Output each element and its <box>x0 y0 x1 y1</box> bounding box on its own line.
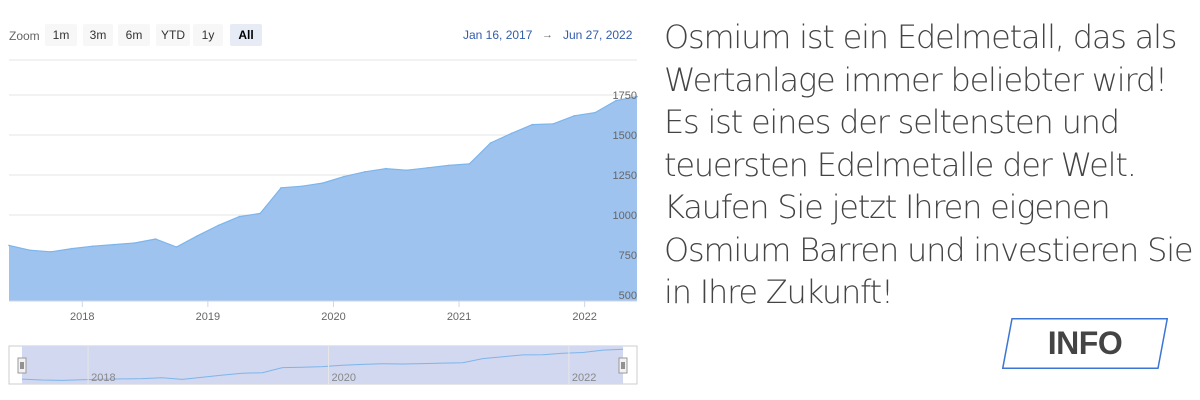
data-point <box>343 175 345 178</box>
data-point <box>217 224 220 227</box>
data-point <box>8 244 10 247</box>
y-tick-label: 1750 <box>613 90 637 102</box>
info-button-frame <box>1002 318 1168 369</box>
y-tick-label: 1000 <box>613 210 637 222</box>
x-tick-label: 2018 <box>70 311 94 323</box>
data-point <box>510 132 513 135</box>
data-point <box>364 171 366 173</box>
data-point <box>175 246 178 248</box>
data-point <box>91 245 94 247</box>
data-point <box>238 215 241 218</box>
navigator-handle-right[interactable] <box>618 357 628 374</box>
range-to-date[interactable]: Jun 27, 2022 <box>563 28 633 42</box>
y-tick-label: 500 <box>619 290 637 302</box>
data-point <box>552 123 555 125</box>
series-area <box>9 96 637 301</box>
data-point <box>301 185 303 187</box>
chart-panel: 500 750 1000 1250 1500 1750 2018 2019 2020 2021 20… <box>8 24 638 385</box>
x-tick-label: 2020 <box>321 311 345 323</box>
zoom-button-1y[interactable]: 1y <box>193 24 223 46</box>
data-point <box>489 142 492 144</box>
data-point <box>531 123 534 126</box>
zoom-button-3m[interactable]: 3m <box>83 24 113 46</box>
navigator-tick-label: 2022 <box>572 372 596 384</box>
navigator-tick-label: 2018 <box>91 372 115 384</box>
x-tick-label: 2021 <box>447 311 471 323</box>
range-arrow: → <box>542 29 553 41</box>
handle-body <box>618 357 628 374</box>
data-point <box>112 243 115 246</box>
data-point <box>196 235 199 237</box>
promo-text: Osmium ist ein Edelmetall, das als Werta… <box>664 18 1194 311</box>
zoom-button-all[interactable]: All <box>230 24 262 46</box>
data-point <box>573 115 575 117</box>
info-button[interactable]: INFO <box>1002 318 1168 369</box>
price-chart: 500 750 1000 1250 1500 1750 2018 2019 2020 2021 20… <box>8 59 638 385</box>
data-point <box>50 251 52 253</box>
data-point <box>29 249 31 251</box>
data-point <box>259 212 262 215</box>
data-point <box>385 167 387 170</box>
handle-body <box>17 357 27 374</box>
y-tick-label: 750 <box>619 250 637 262</box>
zoom-label: Zoom <box>9 29 40 43</box>
navigator-handle-left[interactable] <box>17 357 27 374</box>
y-tick-label: 1500 <box>613 130 637 142</box>
zoom-button-1m[interactable]: 1m <box>45 24 77 46</box>
data-point <box>636 95 638 98</box>
data-point <box>426 167 429 169</box>
data-point <box>154 238 157 240</box>
data-point <box>71 247 73 250</box>
data-point <box>405 169 408 171</box>
data-point <box>594 111 596 114</box>
navigator-selection <box>22 346 623 384</box>
data-point <box>468 163 471 165</box>
navigator-tick-label: 2020 <box>332 372 356 384</box>
x-tick-label: 2022 <box>572 311 596 323</box>
navigator-series <box>21 348 624 381</box>
zoom-button-ytd[interactable]: YTD <box>156 24 190 46</box>
range-from-date[interactable]: Jan 16, 2017 <box>463 28 533 42</box>
data-point <box>133 242 136 244</box>
data-point <box>322 182 324 184</box>
data-point <box>615 99 617 102</box>
info-button-label: INFO <box>1047 325 1123 361</box>
data-point <box>280 187 282 189</box>
x-tick-label: 2019 <box>196 311 220 323</box>
y-tick-label: 1250 <box>613 170 637 182</box>
data-point <box>447 164 450 167</box>
zoom-button-6m[interactable]: 6m <box>118 24 150 46</box>
